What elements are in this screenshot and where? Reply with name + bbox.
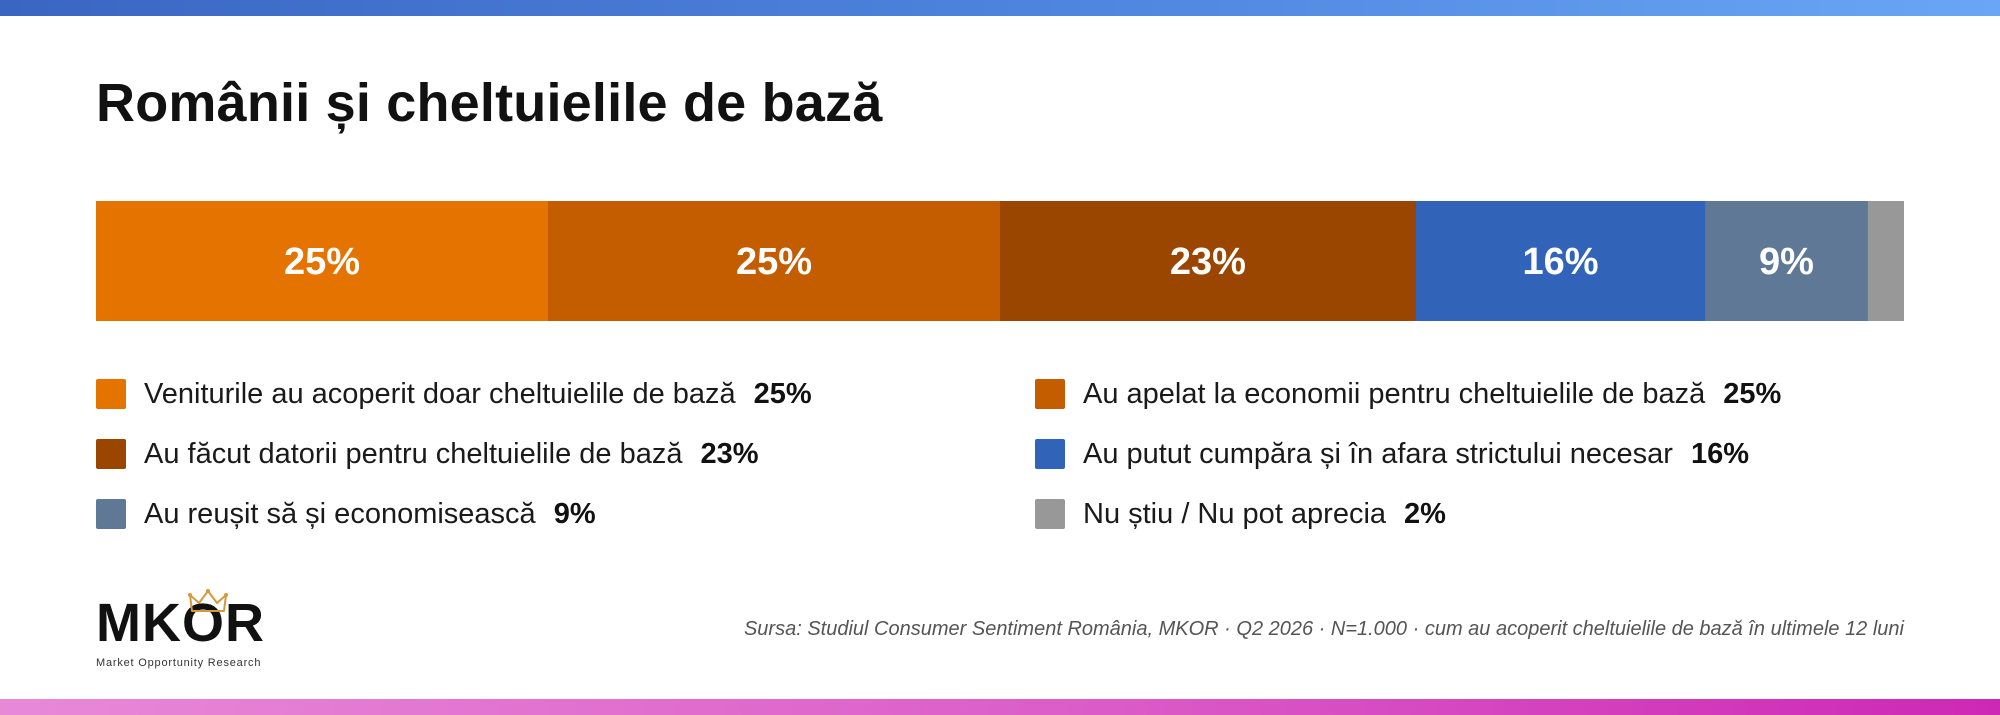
legend-item-5: Au reușit să și economisească 9% bbox=[96, 494, 596, 534]
legend-swatch bbox=[1035, 439, 1065, 469]
bar-segment-1 bbox=[96, 201, 549, 321]
logo-wordmark: MKOR bbox=[96, 593, 265, 653]
top-accent-bar bbox=[0, 0, 2000, 16]
bar-value-label-1: 25% bbox=[284, 241, 360, 283]
legend-value: 25% bbox=[1723, 377, 1782, 410]
legend-item-2: Au apelat la economii pentru cheltuielil… bbox=[1035, 374, 1781, 414]
legend-value: 16% bbox=[1690, 437, 1750, 470]
legend-item-1: Veniturile au acoperit doar cheltuielile… bbox=[96, 374, 812, 414]
legend-swatch bbox=[1035, 499, 1065, 529]
legend-swatch bbox=[96, 379, 126, 409]
legend-label: Au reușit să și economisească bbox=[144, 497, 536, 530]
legend-value: 2% bbox=[1404, 497, 1446, 530]
legend-label: Au apelat la economii pentru cheltuielil… bbox=[1083, 377, 1706, 410]
legend-swatch bbox=[1035, 379, 1065, 409]
bar-segment-6 bbox=[1867, 201, 1904, 321]
legend-value: 9% bbox=[553, 497, 596, 530]
legend-label: Veniturile au acoperit doar cheltuielile… bbox=[144, 377, 736, 410]
legend-label: Nu știu / Nu pot aprecia bbox=[1083, 497, 1387, 530]
legend-item-6: Nu știu / Nu pot aprecia 2% bbox=[1035, 494, 1446, 534]
legend-item-3: Au făcut datorii pentru cheltuielile de … bbox=[96, 434, 759, 474]
bottom-accent-bar bbox=[0, 699, 2000, 715]
bar-segment-5 bbox=[1705, 201, 1869, 321]
legend-item-4: Au putut cumpăra și în afara strictului … bbox=[1035, 434, 1749, 474]
bar-segment-3 bbox=[1000, 201, 1417, 321]
bar-segment-4 bbox=[1415, 201, 1706, 321]
legend-value: 25% bbox=[753, 377, 812, 410]
bar-value-label-4: 16% bbox=[1522, 241, 1598, 283]
bar-value-label-5: 9% bbox=[1759, 241, 1814, 283]
chart-legend: Veniturile au acoperit doar cheltuielile… bbox=[96, 374, 1904, 544]
page-title: Românii și cheltuielile de bază bbox=[96, 73, 883, 133]
bar-segment-2 bbox=[548, 201, 1001, 321]
stacked-bar-chart: 25% 25% 23% 16% 9% bbox=[96, 201, 1904, 321]
legend-swatch bbox=[96, 439, 126, 469]
legend-swatch bbox=[96, 499, 126, 529]
mkor-logo: MKOR Market Opportunity Research bbox=[96, 589, 306, 673]
bar-value-label-3: 23% bbox=[1170, 241, 1246, 283]
legend-label: Au făcut datorii pentru cheltuielile de … bbox=[144, 437, 683, 470]
bar-value-label-2: 25% bbox=[736, 241, 812, 283]
legend-label: Au putut cumpăra și în afara strictului … bbox=[1083, 437, 1673, 470]
legend-value: 23% bbox=[700, 437, 759, 470]
logo-subtitle: Market Opportunity Research bbox=[96, 657, 262, 669]
crown-icon bbox=[188, 589, 228, 612]
source-note: Sursa: Studiul Consumer Sentiment Români… bbox=[743, 618, 1904, 640]
